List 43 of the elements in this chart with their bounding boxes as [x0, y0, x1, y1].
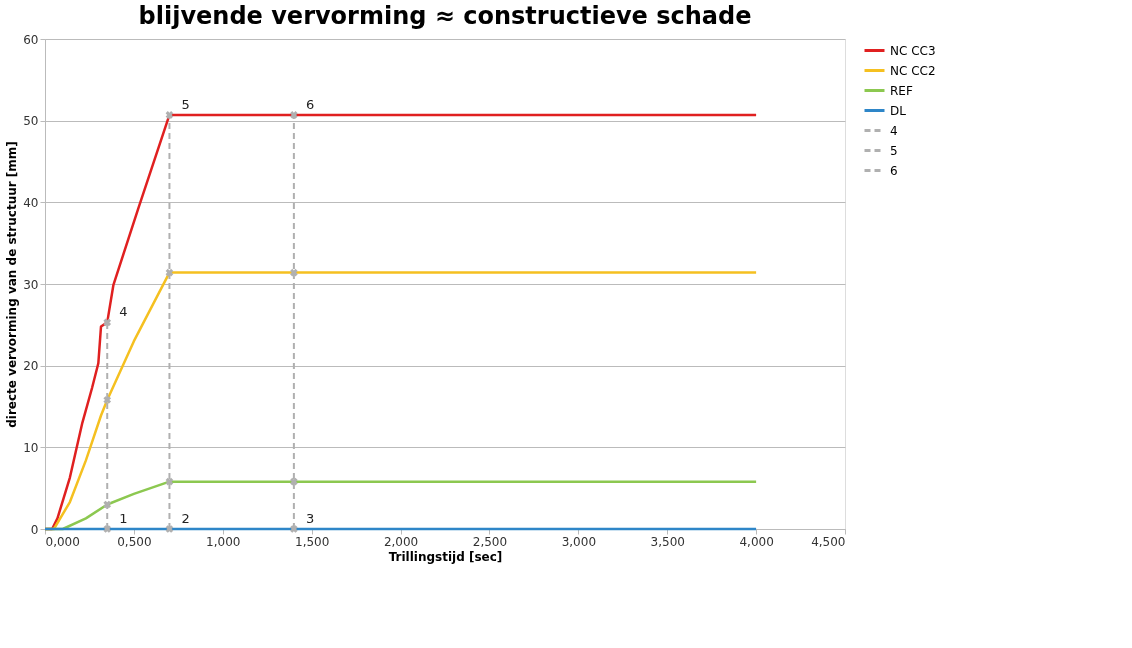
- y-tick-label: 30: [23, 277, 39, 292]
- y-tick-label: 10: [23, 440, 39, 455]
- x-tick-label: 1,000: [206, 534, 241, 549]
- x-tick-label: 2,000: [383, 534, 419, 549]
- x-tick-label: 1,500: [294, 534, 330, 549]
- x-tick-label: 3,000: [561, 534, 597, 549]
- annotation: 3: [305, 511, 315, 526]
- point: [103, 396, 112, 404]
- point: [103, 525, 112, 533]
- y-tick-label: 40: [23, 195, 39, 210]
- x-tick-label: 4,000: [739, 534, 774, 549]
- x-tick-label: 0,000: [45, 534, 80, 549]
- x-axis-title: Trillingstijd [sec]: [388, 549, 503, 564]
- y-tick-label: 50: [23, 114, 39, 129]
- point: [103, 500, 112, 509]
- legend-label: 5: [890, 143, 898, 158]
- legend-label: NC CC3: [890, 43, 936, 58]
- point: [165, 525, 174, 533]
- x-tick-label: 0,500: [117, 534, 152, 549]
- legend-label: 4: [890, 123, 898, 138]
- point: [290, 268, 298, 277]
- annotation: 4: [119, 304, 128, 320]
- legend-label: REF: [890, 83, 913, 98]
- y-tick-label: 0: [30, 522, 39, 537]
- chart-title: blijvende vervorming ≈ constructieve schade: [138, 2, 752, 30]
- point: [103, 318, 112, 327]
- y-axis-title: directe vervorming van de structuur [mm]: [5, 141, 20, 428]
- annotation: 6: [305, 96, 315, 112]
- legend-label: NC CC2: [890, 63, 936, 78]
- annotation: 2: [181, 511, 190, 526]
- annotation: 1: [119, 511, 128, 526]
- y-tick-label: 60: [23, 32, 39, 47]
- point: [165, 477, 174, 486]
- x-tick-label: 2,500: [472, 534, 508, 549]
- legend-label: DL: [890, 103, 907, 118]
- annotation: 5: [181, 96, 190, 112]
- point: [165, 268, 174, 277]
- x-tick-label: 3,500: [650, 534, 685, 549]
- point: [290, 111, 298, 119]
- x-tick-label: 4,500: [811, 534, 846, 549]
- point: [290, 525, 298, 533]
- legend-label: 6: [890, 163, 898, 178]
- y-tick-label: 20: [23, 359, 39, 374]
